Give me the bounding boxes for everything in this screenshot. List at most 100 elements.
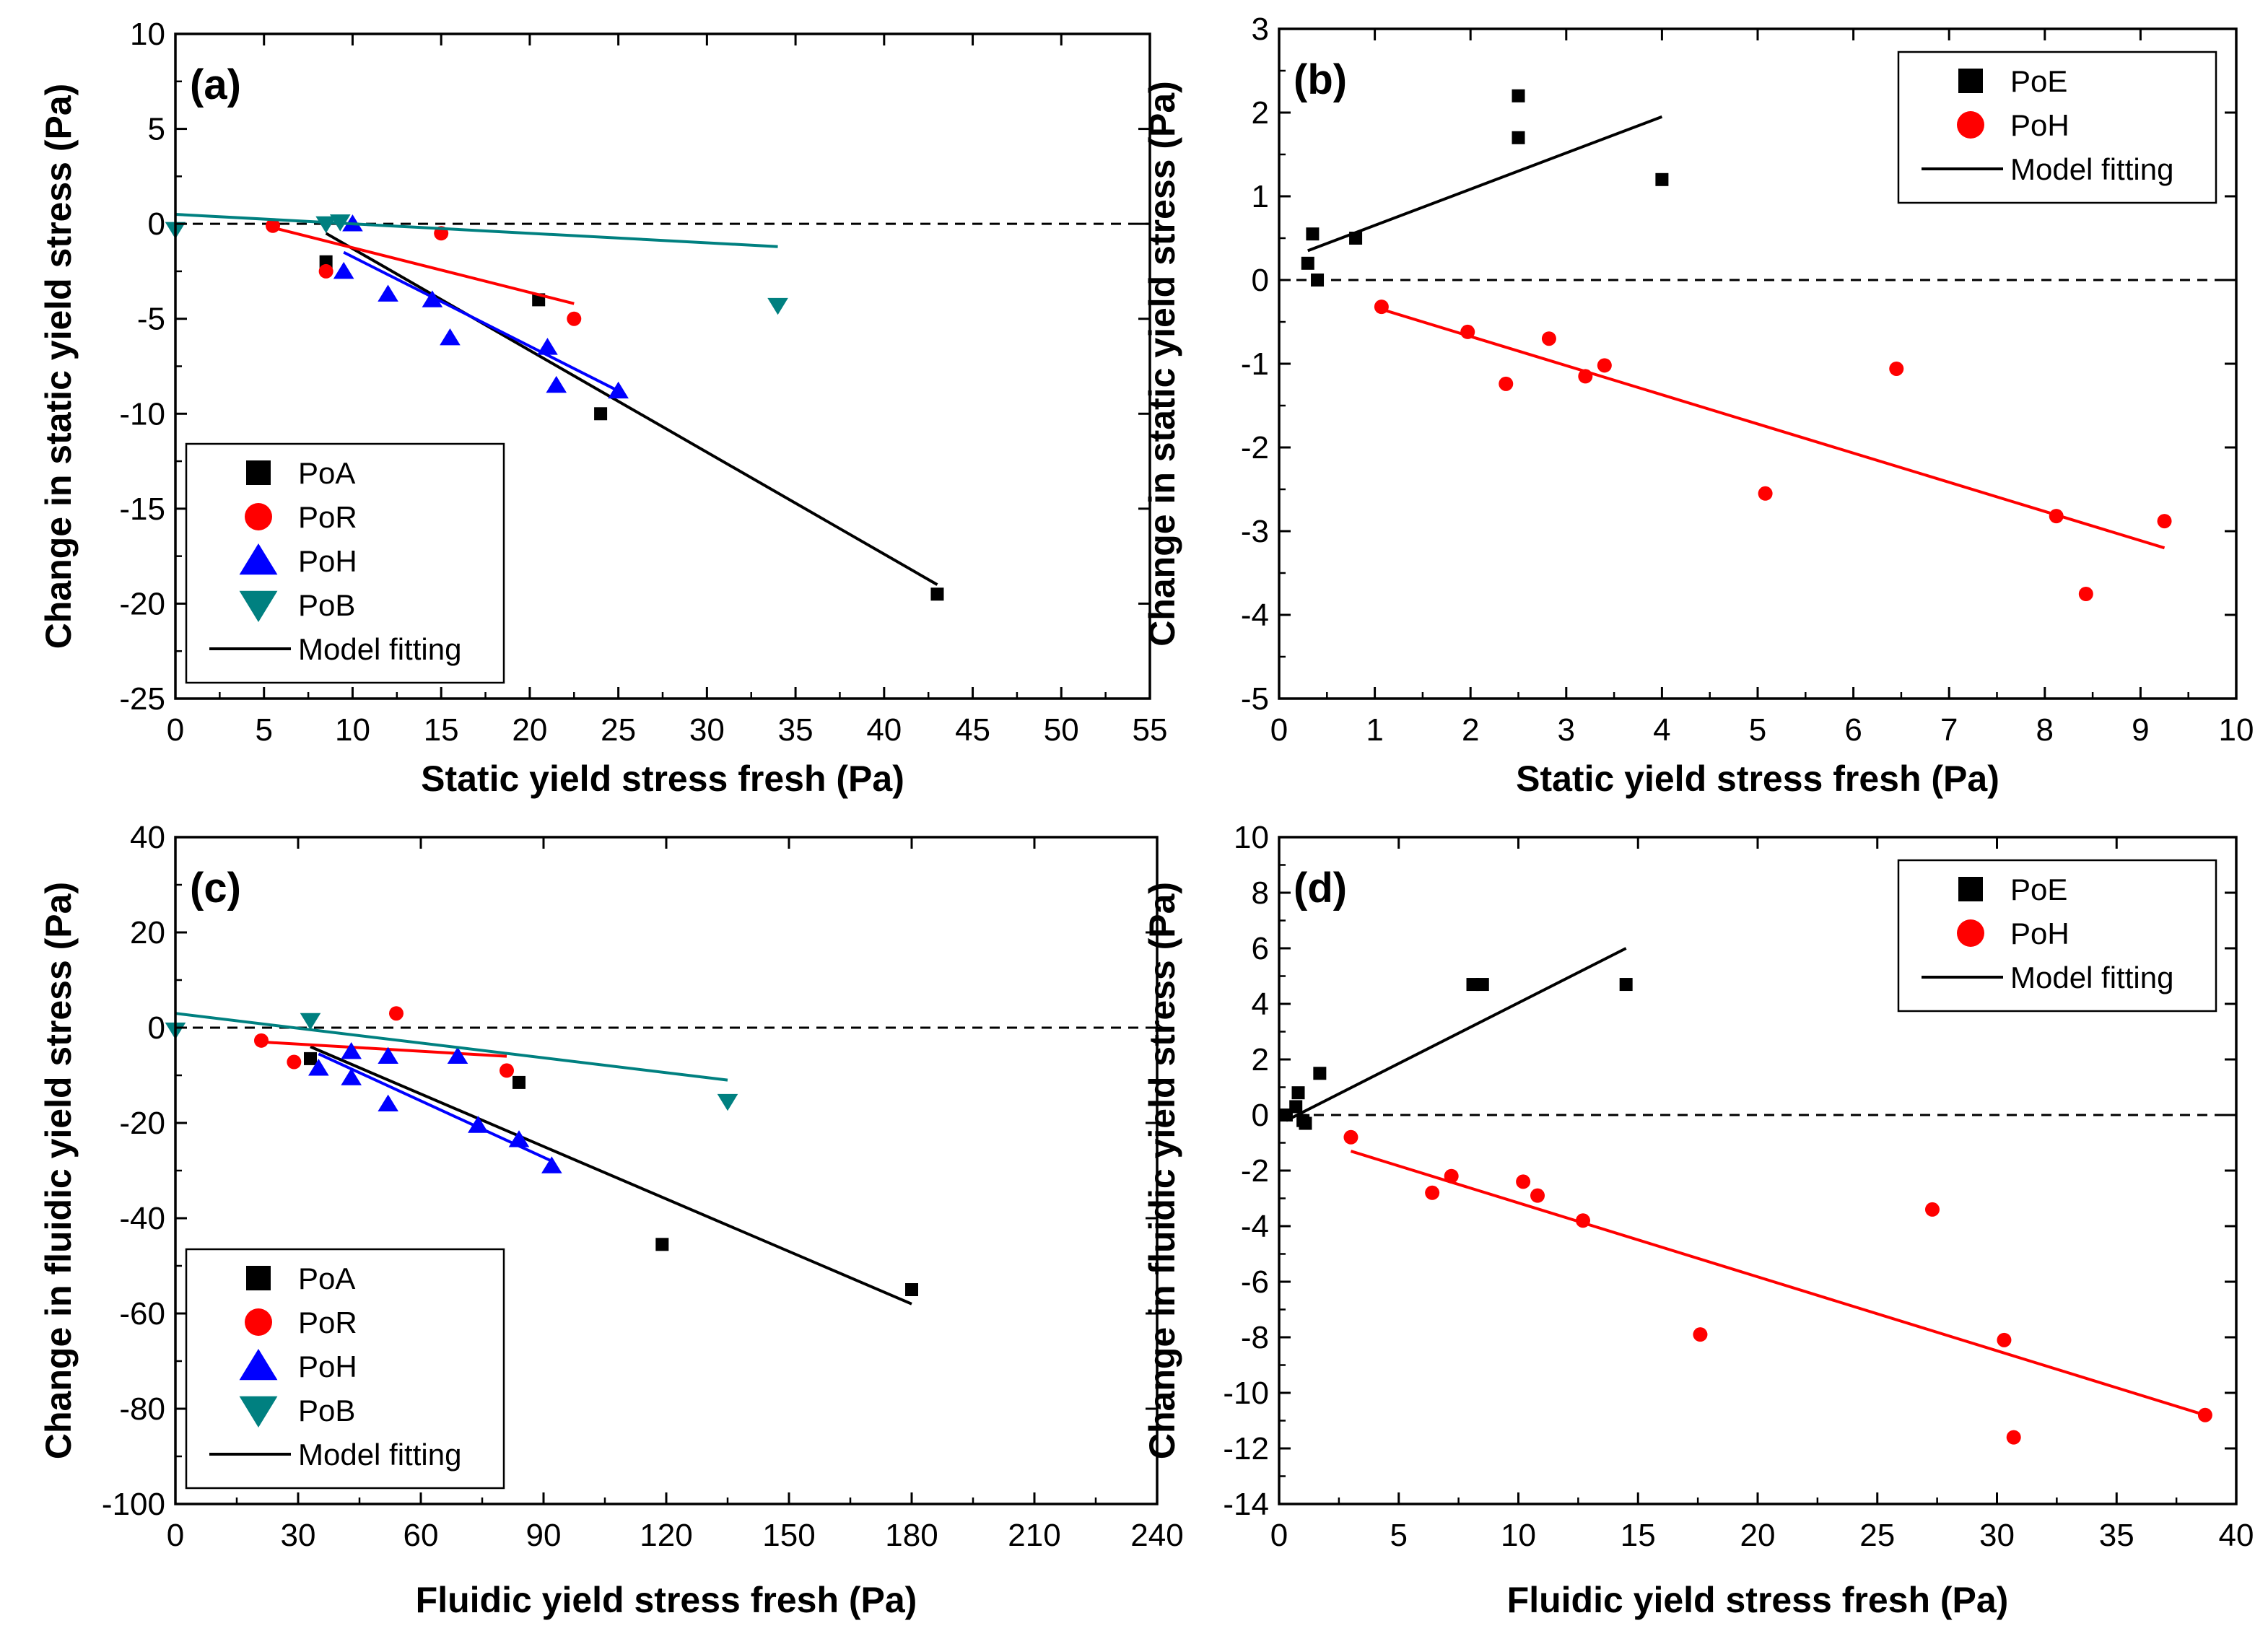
x-tick-label: 55 — [1133, 712, 1168, 748]
fit-line-poh — [343, 250, 619, 393]
legend-label-poh: PoH — [2010, 917, 2069, 950]
series-poh — [308, 1042, 562, 1173]
data-point — [1460, 324, 1475, 339]
y-tick-label: 2 — [1252, 95, 1269, 131]
data-point — [1578, 369, 1593, 384]
data-point — [594, 407, 608, 421]
y-tick-label: -2 — [1241, 430, 1269, 465]
data-point — [378, 284, 398, 302]
y-tick-label: -3 — [1241, 514, 1269, 549]
legend-label-pob: PoB — [298, 588, 355, 622]
y-tick-label: 0 — [1252, 263, 1269, 298]
data-point — [1924, 1202, 1940, 1217]
y-tick-label: 0 — [148, 206, 165, 242]
series-por — [254, 1006, 514, 1078]
panel-b: 0 1 2 3 4 5 6 7 8 9 10 -5 -4 -3 -2 -1 0 1 2 3 Static yield s… — [1142, 12, 2254, 799]
data-point — [541, 1156, 562, 1173]
data-point — [508, 1130, 530, 1147]
x-tick-label: 1 — [1366, 712, 1383, 748]
y-tick-label: 3 — [1252, 12, 1269, 47]
x-tick-label: 10 — [335, 712, 370, 748]
legend-marker-poh — [1957, 111, 1984, 139]
legend-label-por: PoR — [298, 1306, 357, 1339]
x-tick-label: 4 — [1653, 712, 1670, 748]
y-tick-label: 4 — [1252, 987, 1269, 1022]
data-point — [378, 1094, 398, 1111]
y-tick-label: -8 — [1241, 1320, 1269, 1355]
x-tick-label: 3 — [1558, 712, 1575, 748]
data-point — [378, 1046, 398, 1064]
legend-box — [1897, 859, 2217, 1013]
data-point — [422, 290, 443, 307]
y-tick-label: -80 — [119, 1391, 165, 1427]
data-point — [1349, 232, 1363, 245]
data-point — [1576, 1213, 1591, 1228]
series-poe — [1279, 947, 1633, 1130]
y-tick-label: -5 — [1241, 681, 1269, 717]
y-tick-label: -4 — [1241, 1209, 1269, 1244]
data-point — [567, 311, 582, 326]
series-poh — [333, 214, 629, 399]
legend-label-poe: PoE — [2010, 64, 2067, 98]
x-tick-label: 25 — [601, 712, 636, 748]
x-tick-label: 45 — [955, 712, 990, 748]
legend-marker-por — [245, 1308, 272, 1336]
legend-marker-poe — [1958, 877, 1983, 901]
legend: PoA PoR PoH PoB Model fitting — [185, 1248, 505, 1490]
data-point — [1299, 1116, 1312, 1130]
data-point — [1512, 89, 1525, 102]
x-axis-title: Static yield stress fresh (Pa) — [421, 758, 904, 799]
series-pob — [165, 212, 788, 315]
y-tick-label: -10 — [1223, 1376, 1269, 1411]
y-tick-label: 1 — [1252, 179, 1269, 214]
data-point — [537, 338, 558, 355]
legend: PoA PoR PoH PoB Model fitting — [185, 442, 505, 684]
series-poa — [304, 1045, 918, 1306]
legend-box — [185, 1248, 505, 1490]
x-tick-label: 40 — [2219, 1518, 2254, 1553]
data-point — [1516, 1174, 1531, 1189]
legend-label-poh: PoH — [298, 1350, 357, 1383]
fit-line-poh — [1381, 307, 2165, 550]
x-tick-label: 180 — [885, 1518, 938, 1553]
legend: PoE PoH Model fitting — [1897, 859, 2217, 1013]
x-tick-label: 5 — [1749, 712, 1766, 748]
x-tick-label: 25 — [1859, 1518, 1895, 1553]
legend-box — [1897, 51, 2217, 204]
data-point — [341, 1068, 362, 1085]
y-tick-label: -100 — [102, 1487, 165, 1522]
data-point — [1343, 1129, 1358, 1145]
fit-line-poa — [325, 232, 938, 586]
data-point — [266, 218, 280, 233]
y-tick-label: 2 — [1252, 1042, 1269, 1077]
data-point — [1512, 131, 1525, 144]
legend-label-poa: PoA — [298, 1262, 355, 1295]
data-point — [1313, 1067, 1327, 1080]
y-axis-title: Change in fluidic yield stress (Pa) — [38, 882, 79, 1459]
data-point — [1306, 227, 1320, 241]
data-point — [2006, 1430, 2021, 1445]
y-tick-label: -2 — [1241, 1153, 1269, 1189]
legend-marker-pob — [239, 1396, 278, 1427]
data-point — [767, 297, 788, 315]
legend-marker-poa — [246, 1266, 271, 1290]
x-tick-label: 40 — [866, 712, 902, 748]
x-tick-label: 30 — [689, 712, 725, 748]
x-tick-label: 150 — [762, 1518, 815, 1553]
data-point — [1311, 274, 1325, 287]
legend-marker-pob — [239, 590, 278, 622]
y-tick-label: -60 — [119, 1296, 165, 1332]
panel-label: (d) — [1294, 865, 1347, 911]
data-point — [447, 1046, 468, 1064]
x-axis-title: Static yield stress fresh (Pa) — [1516, 758, 1999, 799]
fit-line-por — [261, 1040, 507, 1058]
data-point — [1289, 1100, 1303, 1114]
data-point — [308, 1059, 329, 1076]
data-point — [304, 1051, 317, 1065]
legend-label-por: PoR — [298, 500, 357, 534]
y-tick-label: 20 — [130, 915, 165, 950]
panel-label: (a) — [190, 61, 241, 108]
x-tick-label: 5 — [1390, 1518, 1408, 1553]
x-tick-label: 210 — [1008, 1518, 1060, 1553]
x-tick-label: 90 — [526, 1518, 562, 1553]
